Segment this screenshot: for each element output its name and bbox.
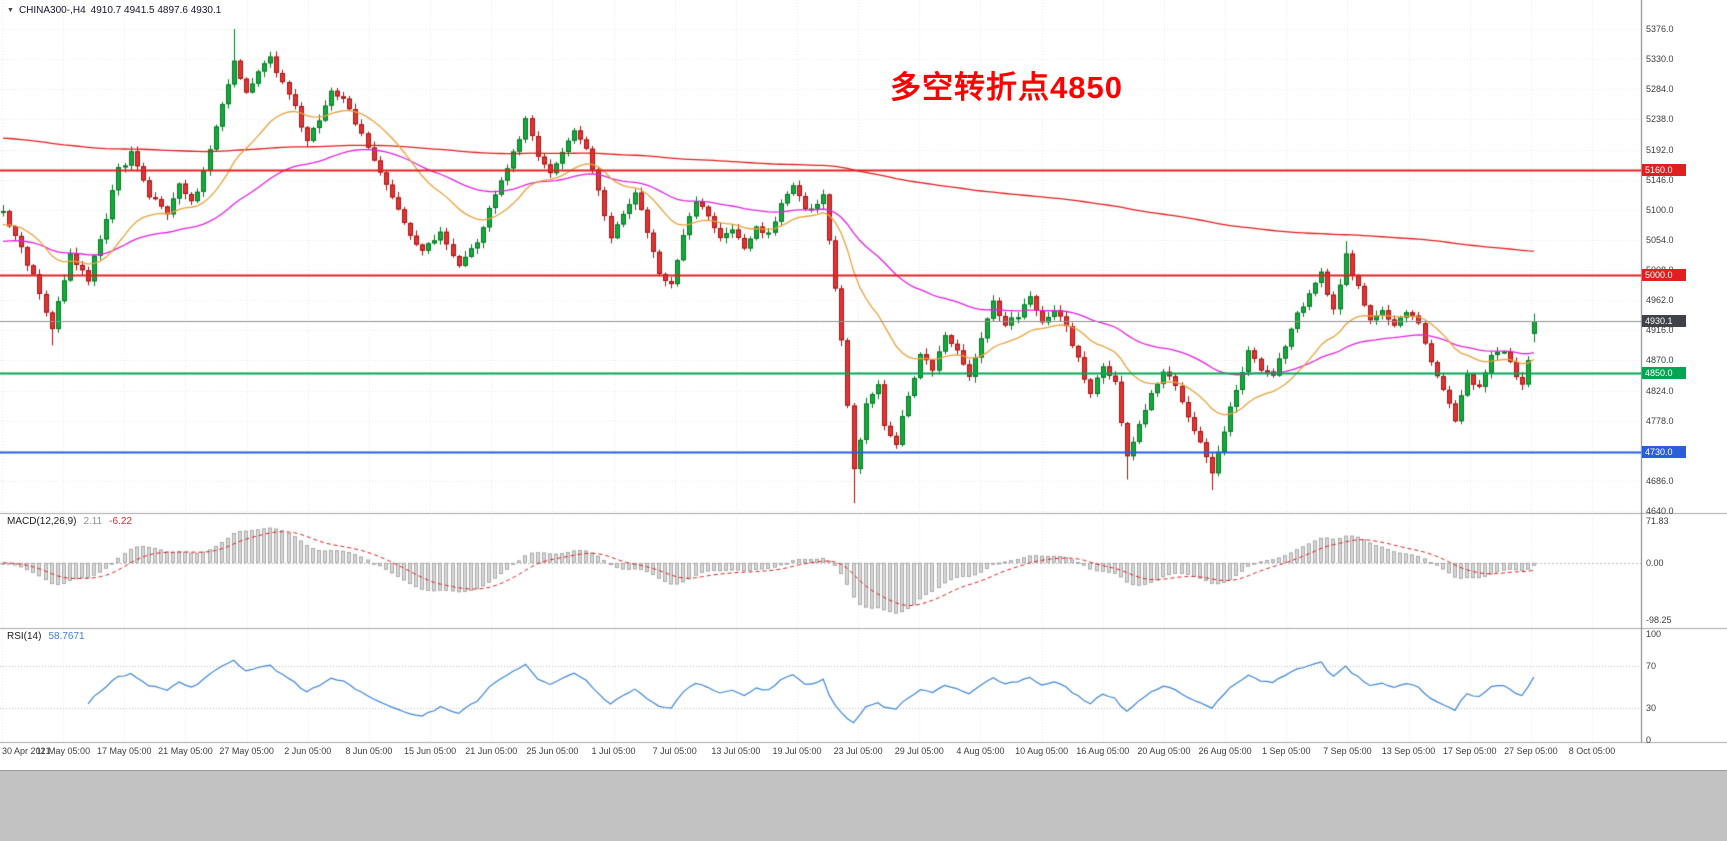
price-line-tag-5000: 5000.0 [1642,269,1686,282]
date-tick-label: 15 Jun 05:00 [404,746,457,756]
price-tick-label: 5192.0 [1646,144,1674,155]
date-tick-label: 21 Jun 05:00 [465,746,518,756]
rsi-name: RSI(14) [7,631,42,642]
price-tick-label: 4640.0 [1646,506,1674,516]
quote-ohlc-label: 4910.7 4941.5 4897.6 4930.1 [90,5,222,16]
date-tick-label: 2 Jun 05:00 [284,746,332,756]
symbol-period-label: CHINA300-,H4 [18,5,86,16]
macd-indicator-label: MACD(12,26,9) 2.11 -6.22 [7,516,132,527]
macd-name: MACD(12,26,9) [7,516,77,527]
price-tick-label: 5100.0 [1646,204,1674,215]
symbol-title-bar: ▼ CHINA300-,H4 4910.7 4941.5 4897.6 4930… [7,5,221,16]
date-tick-label: 23 Jul 05:00 [833,746,883,756]
price-tick-label: 5330.0 [1646,54,1674,65]
date-tick-label: 8 Jun 05:00 [345,746,393,756]
date-tick-label: 7 Jul 05:00 [652,746,697,756]
price-tick-label: 4824.0 [1646,385,1674,396]
price-line-tag-4730: 4730.0 [1642,446,1686,459]
price-line-tag-4850: 4850.0 [1642,367,1686,380]
date-tick-label: 30 Apr 2021 [2,746,51,756]
macd-scale-label: 0.00 [1646,557,1664,568]
date-tick-label: 10 Aug 05:00 [1015,746,1069,756]
date-tick-label: 21 May 05:00 [158,746,213,756]
price-tick-label: 5376.0 [1646,24,1674,34]
price-tick-label: 4686.0 [1646,475,1674,486]
date-tick-label: 8 Oct 05:00 [1568,746,1616,756]
date-tick-label: 13 Sep 05:00 [1381,746,1436,756]
date-tick-label: 7 Sep 05:00 [1323,746,1372,756]
price-line-tag-5160: 5160.0 [1642,164,1686,177]
date-tick-label: 19 Jul 05:00 [772,746,822,756]
macd-signal-value: -6.22 [109,516,132,527]
macd-scale-label: -98.25 [1646,615,1672,625]
rsi-scale-label: 30 [1646,703,1657,714]
rsi-scale-label: 100 [1646,629,1662,639]
price-tick-label: 4870.0 [1646,355,1674,366]
date-tick-label: 17 Sep 05:00 [1442,746,1497,756]
date-tick-label: 26 Aug 05:00 [1198,746,1252,756]
price-tick-label: 4916.0 [1646,325,1674,336]
date-tick-label: 1 Jul 05:00 [591,746,636,756]
price-tick-label: 5284.0 [1646,84,1674,95]
price-tick-label: 5238.0 [1646,114,1674,125]
macd-main-value: 2.11 [83,516,103,527]
current-price-tag: 4930.1 [1642,315,1686,328]
date-tick-label: 29 Jul 05:00 [894,746,944,756]
rsi-indicator-label: RSI(14) 58.7671 [7,631,85,642]
annotation-text: 多空转折点4850 [890,70,1123,105]
date-tick-label: 20 Aug 05:00 [1137,746,1191,756]
date-tick-label: 1 Sep 05:00 [1261,746,1311,756]
chart-canvas[interactable] [0,0,1727,770]
date-tick-label: 16 Aug 05:00 [1076,746,1130,756]
price-tick-label: 5146.0 [1646,174,1674,185]
date-tick-label: 11 May 05:00 [36,746,91,756]
symbol-marker-icon: ▼ [7,6,14,14]
date-tick-label: 13 Jul 05:00 [711,746,761,756]
price-tick-label: 4778.0 [1646,415,1674,426]
date-tick-label: 17 May 05:00 [97,746,152,756]
date-tick-label: 25 Jun 05:00 [526,746,579,756]
price-tick-label: 5054.0 [1646,234,1674,245]
rsi-scale-label: 0 [1646,735,1652,745]
macd-scale-label: 71.83 [1646,516,1669,526]
rsi-value: 58.7671 [48,631,85,642]
date-tick-label: 4 Aug 05:00 [956,746,1005,756]
bottom-panel [0,770,1727,841]
price-tick-label: 4962.0 [1646,295,1674,306]
rsi-scale-label: 70 [1646,660,1657,671]
date-tick-label: 27 Sep 05:00 [1504,746,1558,756]
date-tick-label: 27 May 05:00 [219,746,274,756]
